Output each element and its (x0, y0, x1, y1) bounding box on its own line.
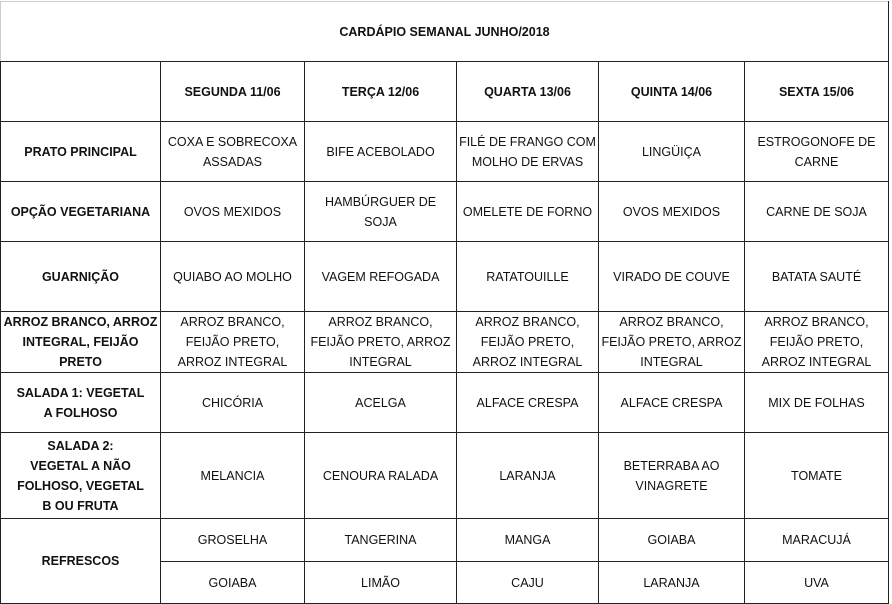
menu-cell: VIRADO DE COUVE (598, 241, 745, 312)
menu-cell: CENOURA RALADA (304, 432, 457, 519)
day-header: QUARTA 13/06 (456, 61, 599, 122)
menu-cell: MELANCIA (160, 432, 305, 519)
menu-cell: BETERRABA AO VINAGRETE (598, 432, 745, 519)
menu-cell: OVOS MEXIDOS (160, 181, 305, 242)
menu-cell: LARANJA (598, 561, 745, 604)
menu-cell: BIFE ACEBOLADO (304, 121, 457, 182)
menu-title: CARDÁPIO SEMANAL JUNHO/2018 (0, 1, 889, 62)
menu-cell: HAMBÚRGUER DE SOJA (304, 181, 457, 242)
row-label: PRATO PRINCIPAL (0, 121, 161, 182)
day-header: QUINTA 14/06 (598, 61, 745, 122)
day-header: SEGUNDA 11/06 (160, 61, 305, 122)
table-row: GUARNIÇÃO QUIABO AO MOLHO VAGEM REFOGADA… (0, 241, 889, 312)
table-row: REFRESCOS GROSELHA TANGERINA MANGA GOIAB… (0, 518, 889, 604)
menu-cell: VAGEM REFOGADA (304, 241, 457, 312)
menu-cell: MIX DE FOLHAS (744, 372, 889, 433)
menu-cell: GOIABA (598, 518, 745, 562)
menu-cell: MANGA (456, 518, 599, 562)
menu-cell: CHICÓRIA (160, 372, 305, 433)
menu-cell: LIMÃO (304, 561, 457, 604)
menu-cell: OMELETE DE FORNO (456, 181, 599, 242)
menu-cell: MARACUJÁ (744, 518, 889, 562)
row-label: OPÇÃO VEGETARIANA (0, 181, 161, 242)
menu-cell: ESTROGONOFE DE CARNE (744, 121, 889, 182)
menu-cell: LINGÜIÇA (598, 121, 745, 182)
menu-cell: FILÉ DE FRANGO COM MOLHO DE ERVAS (456, 121, 599, 182)
day-header: SEXTA 15/06 (744, 61, 889, 122)
menu-cell: QUIABO AO MOLHO (160, 241, 305, 312)
menu-cell: GOIABA (160, 561, 305, 604)
table-row: SALADA 2: VEGETAL A NÃO FOLHOSO, VEGETAL… (0, 432, 889, 519)
table-row: SALADA 1: VEGETAL A FOLHOSO CHICÓRIA ACE… (0, 372, 889, 433)
menu-cell: CARNE DE SOJA (744, 181, 889, 242)
row-label: GUARNIÇÃO (0, 241, 161, 312)
menu-cell: ARROZ BRANCO, FEIJÃO PRETO, ARROZ INTEGR… (160, 311, 305, 373)
table-row: GOIABA LIMÃO CAJU LARANJA UVA (1, 561, 889, 604)
menu-cell: BATATA SAUTÉ (744, 241, 889, 312)
menu-cell: TOMATE (744, 432, 889, 519)
day-header: TERÇA 12/06 (304, 61, 457, 122)
menu-cell: LARANJA (456, 432, 599, 519)
corner-cell (0, 61, 161, 122)
menu-cell: UVA (744, 561, 889, 604)
menu-cell: ALFACE CRESPA (456, 372, 599, 433)
menu-cell: ARROZ BRANCO, FEIJÃO PRETO, ARROZ INTEGR… (304, 311, 457, 373)
menu-cell: ALFACE CRESPA (598, 372, 745, 433)
menu-cell: ARROZ BRANCO, FEIJÃO PRETO, ARROZ INTEGR… (456, 311, 599, 373)
menu-cell: GROSELHA (160, 518, 305, 562)
table-row: ARROZ BRANCO, ARROZ INTEGRAL, FEIJÃO PRE… (0, 311, 889, 373)
menu-cell: ARROZ BRANCO, FEIJÃO PRETO, ARROZ INTEGR… (744, 311, 889, 373)
table-row: PRATO PRINCIPAL COXA E SOBRECOXA ASSADAS… (0, 121, 889, 182)
menu-cell: ACELGA (304, 372, 457, 433)
menu-cell: RATATOUILLE (456, 241, 599, 312)
menu-cell: OVOS MEXIDOS (598, 181, 745, 242)
menu-cell: CAJU (456, 561, 599, 604)
row-label: SALADA 2: VEGETAL A NÃO FOLHOSO, VEGETAL… (0, 432, 161, 519)
menu-cell: ARROZ BRANCO, FEIJÃO PRETO, ARROZ INTEGR… (598, 311, 745, 373)
table-row: OPÇÃO VEGETARIANA OVOS MEXIDOS HAMBÚRGUE… (0, 181, 889, 242)
row-label: ARROZ BRANCO, ARROZ INTEGRAL, FEIJÃO PRE… (0, 311, 161, 373)
row-label: SALADA 1: VEGETAL A FOLHOSO (0, 372, 161, 433)
menu-cell: COXA E SOBRECOXA ASSADAS (160, 121, 305, 182)
row-label: REFRESCOS (0, 518, 161, 604)
header-row: SEGUNDA 11/06 TERÇA 12/06 QUARTA 13/06 Q… (0, 61, 889, 122)
menu-cell: TANGERINA (304, 518, 457, 562)
